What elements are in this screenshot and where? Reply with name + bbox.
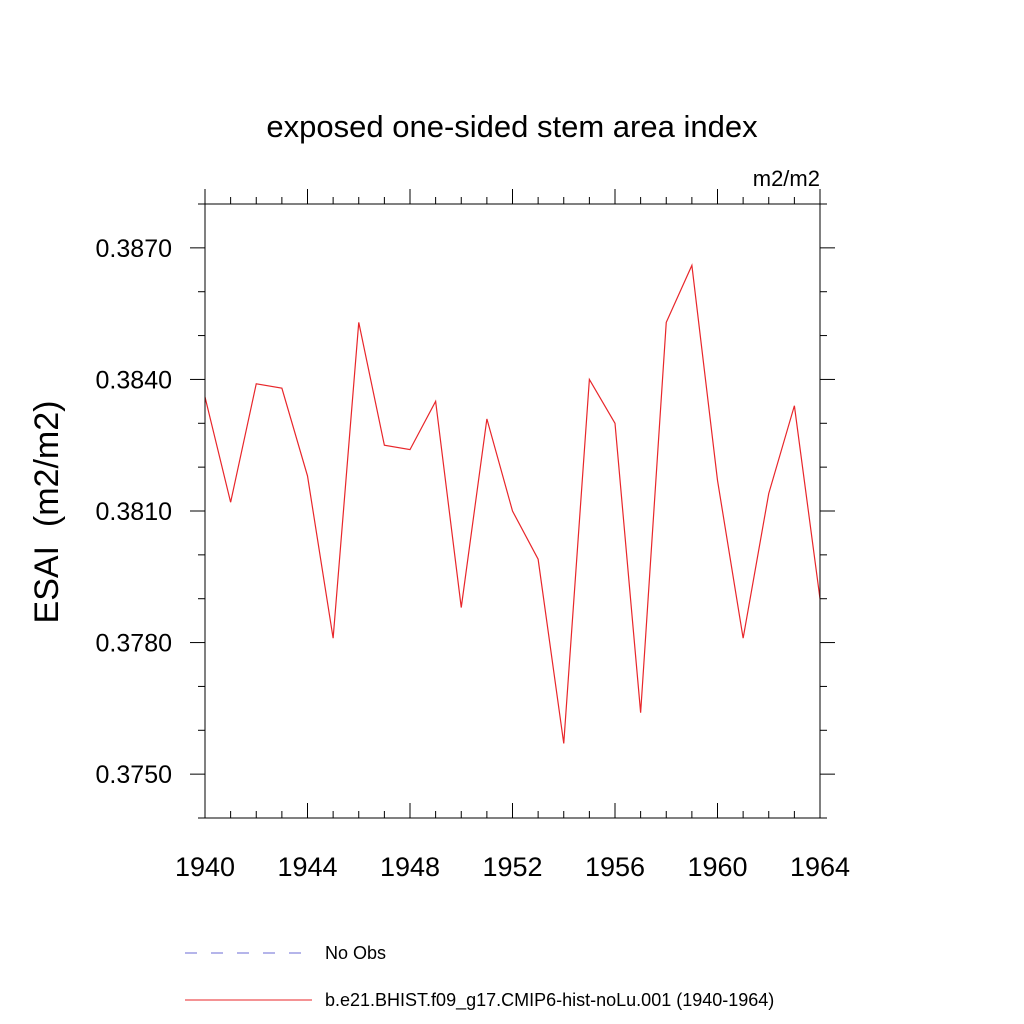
y-tick-label: 0.3810: [96, 498, 172, 526]
axis-ticks: 1940 1944 1948 1952 1956 1960 1964 0.3750 0.3780…: [96, 189, 850, 882]
plot-series: [204, 263, 821, 744]
legend: No Obs b.e21.BHIST.f09_g17.CMIP6-hist-noL…: [185, 943, 774, 1011]
units-label: m2/m2: [753, 166, 820, 191]
x-tick-label: 1956: [585, 852, 645, 882]
plot-frame: [204, 203, 821, 819]
x-tick-label: 1952: [482, 852, 542, 882]
series-line-1: [204, 263, 821, 744]
legend-label-0: No Obs: [325, 943, 386, 963]
y-tick-label: 0.3780: [96, 630, 172, 658]
x-tick-label: 1960: [687, 852, 747, 882]
x-tick-label: 1944: [277, 852, 337, 882]
y-tick-label: 0.3870: [96, 235, 172, 263]
y-tick-label: 0.3840: [96, 366, 172, 394]
x-tick-label: 1948: [380, 852, 440, 882]
legend-label-1: b.e21.BHIST.f09_g17.CMIP6-hist-noLu.001 …: [325, 990, 774, 1011]
x-tick-label: 1964: [790, 852, 850, 882]
x-tick-label: 1940: [175, 852, 235, 882]
y-tick-label: 0.3750: [96, 761, 172, 789]
chart-title: exposed one-sided stem area index: [266, 109, 758, 144]
y-axis-label: ESAI (m2/m2): [28, 401, 66, 624]
